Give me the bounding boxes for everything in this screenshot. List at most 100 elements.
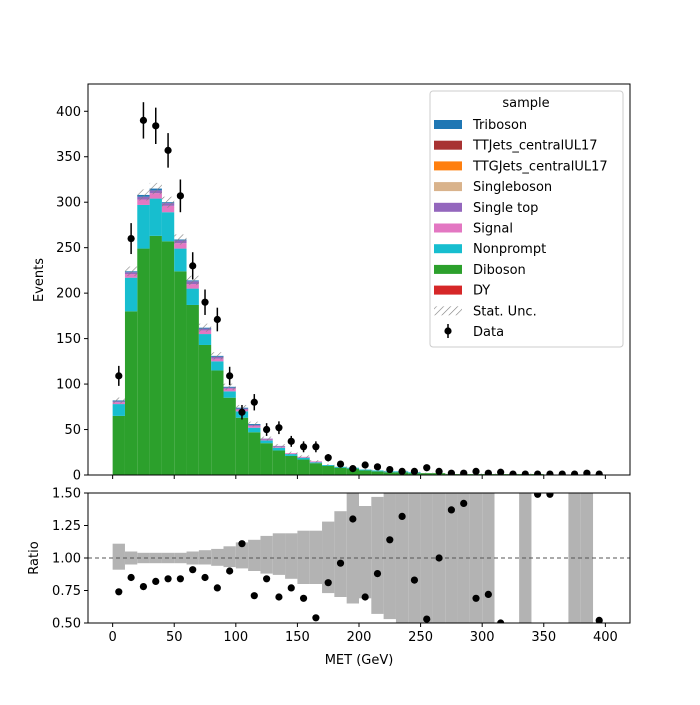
ratio-y-tick-label: 1.00 — [52, 552, 81, 567]
ratio-point — [139, 583, 148, 591]
stacked-histogram — [112, 188, 544, 475]
data-point — [238, 408, 246, 416]
stat-unc-hatch — [272, 444, 286, 448]
ratio-unc-bin — [260, 535, 273, 574]
data-point — [250, 398, 258, 406]
bar-diboson — [186, 304, 199, 475]
ratio-point — [275, 593, 283, 601]
ratio-point — [238, 540, 246, 548]
data-point — [398, 467, 406, 475]
ratio-point — [201, 573, 209, 582]
data-point — [164, 146, 172, 154]
legend-swatch-diboson — [434, 264, 462, 274]
bar-signal — [137, 199, 150, 205]
data-point — [472, 467, 480, 475]
stat-unc-hatch — [260, 436, 273, 441]
x-tick-label: 0 — [108, 630, 116, 645]
data-point — [349, 465, 357, 473]
bar-nonprompt — [248, 427, 261, 433]
legend-label-dy: DY — [473, 284, 490, 299]
x-tick-label: 200 — [347, 630, 372, 645]
ratio-point — [312, 614, 320, 622]
y-tick-label: 0 — [73, 469, 81, 484]
bar-signal — [174, 243, 187, 249]
data-points — [115, 102, 603, 475]
data-point — [521, 470, 529, 475]
ratio-unc-bin — [285, 533, 298, 579]
bar-signal — [198, 330, 212, 335]
ratio-unc-bin — [235, 542, 249, 569]
legend-label-nonprompt: Nonprompt — [473, 242, 546, 257]
ratio-unc-bin — [272, 533, 286, 575]
stat-unc-hatch — [112, 397, 125, 404]
bar-signal — [186, 284, 199, 289]
legend-swatch-ttgjets-centralul17 — [434, 161, 462, 171]
bar-signal — [149, 193, 162, 199]
main-y-axis-label: Events — [32, 258, 47, 302]
y-tick-label: 150 — [56, 332, 81, 347]
legend-swatch-nonprompt — [434, 244, 462, 254]
main-panel: 0 50 100 150 200 250 300 350 400 Events — [32, 83, 631, 484]
ratio-point — [349, 515, 357, 523]
data-point — [201, 298, 209, 306]
legend: sample Triboson TTJets_centralUL17 TTGJets… — [429, 90, 624, 348]
bar-signal — [248, 425, 261, 428]
x-tick-label: 400 — [593, 630, 618, 645]
ratio-unc-bin — [211, 548, 224, 566]
bar-nonprompt — [198, 334, 212, 345]
ratio-point — [460, 499, 468, 507]
ratio-unc-bin — [346, 493, 359, 604]
ratio-y-tick-label: 0.75 — [52, 584, 81, 599]
data-point — [139, 116, 148, 124]
y-tick-label: 400 — [56, 105, 81, 120]
bar-diboson — [174, 271, 187, 475]
ratio-point — [534, 493, 542, 498]
ratio-point — [423, 615, 431, 623]
legend-title: sample — [502, 96, 549, 111]
bar-nonprompt — [124, 277, 138, 312]
data-point — [275, 424, 283, 432]
bar-diboson — [235, 417, 249, 475]
ratio-point — [497, 619, 505, 623]
data-point — [373, 463, 382, 471]
legend-swatch-single-top — [434, 202, 462, 212]
stat-unc-hatch — [161, 196, 175, 208]
data-point — [423, 464, 431, 472]
ratio-unc-band — [112, 493, 594, 623]
x-tick-label: 300 — [470, 630, 495, 645]
y-tick-label: 200 — [56, 287, 81, 302]
ratio-point — [386, 536, 394, 544]
bar-nonprompt — [186, 288, 199, 305]
legend-swatch-stat-unc- — [434, 306, 462, 316]
ratio-point — [595, 616, 603, 623]
legend-frame — [429, 90, 624, 348]
stat-unc-hatch — [322, 463, 335, 467]
data-point — [497, 468, 505, 475]
ratio-unc-bin — [322, 521, 335, 594]
ratio-unc-bin — [395, 493, 409, 623]
ratio-unc-bin — [359, 506, 372, 599]
bar-diboson — [322, 465, 335, 475]
ratio-unc-bin — [371, 496, 384, 614]
ratio-unc-bin — [149, 552, 162, 564]
bar-nonprompt — [297, 457, 310, 460]
bar-nonprompt — [149, 198, 162, 236]
ratio-unc-bin — [457, 493, 470, 623]
data-point — [115, 372, 123, 380]
ratio-point — [127, 573, 135, 582]
x-tick-label: 50 — [166, 630, 183, 645]
ratio-point — [435, 554, 443, 562]
data-point — [287, 437, 295, 445]
legend-label-singleboson: Singleboson — [473, 180, 552, 195]
stat-unc-hatch — [124, 266, 138, 277]
data-point — [546, 470, 554, 475]
ratio-unc-bin — [408, 493, 421, 623]
data-point — [312, 443, 320, 451]
data-point — [595, 470, 603, 475]
legend-label-stat-unc-: Stat. Unc. — [473, 304, 537, 319]
ratio-point — [398, 512, 406, 521]
stat-unc-hatch — [211, 352, 224, 360]
data-point — [226, 372, 234, 380]
ratio-unc-bin — [248, 539, 261, 571]
ratio-point — [189, 566, 197, 574]
